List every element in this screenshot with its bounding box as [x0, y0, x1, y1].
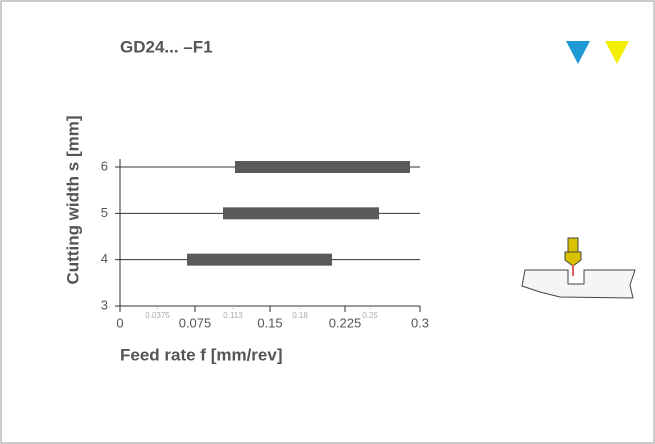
range-bar — [235, 161, 410, 173]
coolant-icon-yellow — [605, 41, 629, 64]
x-tick-label: 0.225 — [329, 315, 362, 330]
y-axis-label: Cutting width s [mm] — [63, 115, 82, 284]
range-bar — [223, 207, 379, 220]
range-bar — [187, 253, 332, 266]
y-tick-label: 6 — [101, 158, 108, 173]
y-tick-label: 5 — [101, 205, 108, 220]
chart-title: GD24... –F1 — [120, 37, 213, 56]
x-minor-tick-label: 0.18 — [292, 311, 308, 320]
x-minor-tick-label: 0.0375 — [145, 311, 170, 320]
tool-icon — [521, 237, 636, 299]
y-tick-label: 4 — [101, 251, 108, 266]
x-tick-label: 0 — [116, 315, 123, 330]
x-minor-tick-label: 0.25 — [362, 311, 378, 320]
x-minor-tick-label: 0.113 — [223, 311, 243, 320]
x-tick-label: 0.075 — [179, 315, 212, 330]
x-axis-label: Feed rate f [mm/rev] — [120, 345, 283, 364]
x-tick-label: 0.3 — [411, 315, 429, 330]
x-tick-label: 0.15 — [257, 315, 282, 330]
y-tick-label: 3 — [101, 297, 108, 312]
coolant-icon-blue — [566, 41, 590, 64]
